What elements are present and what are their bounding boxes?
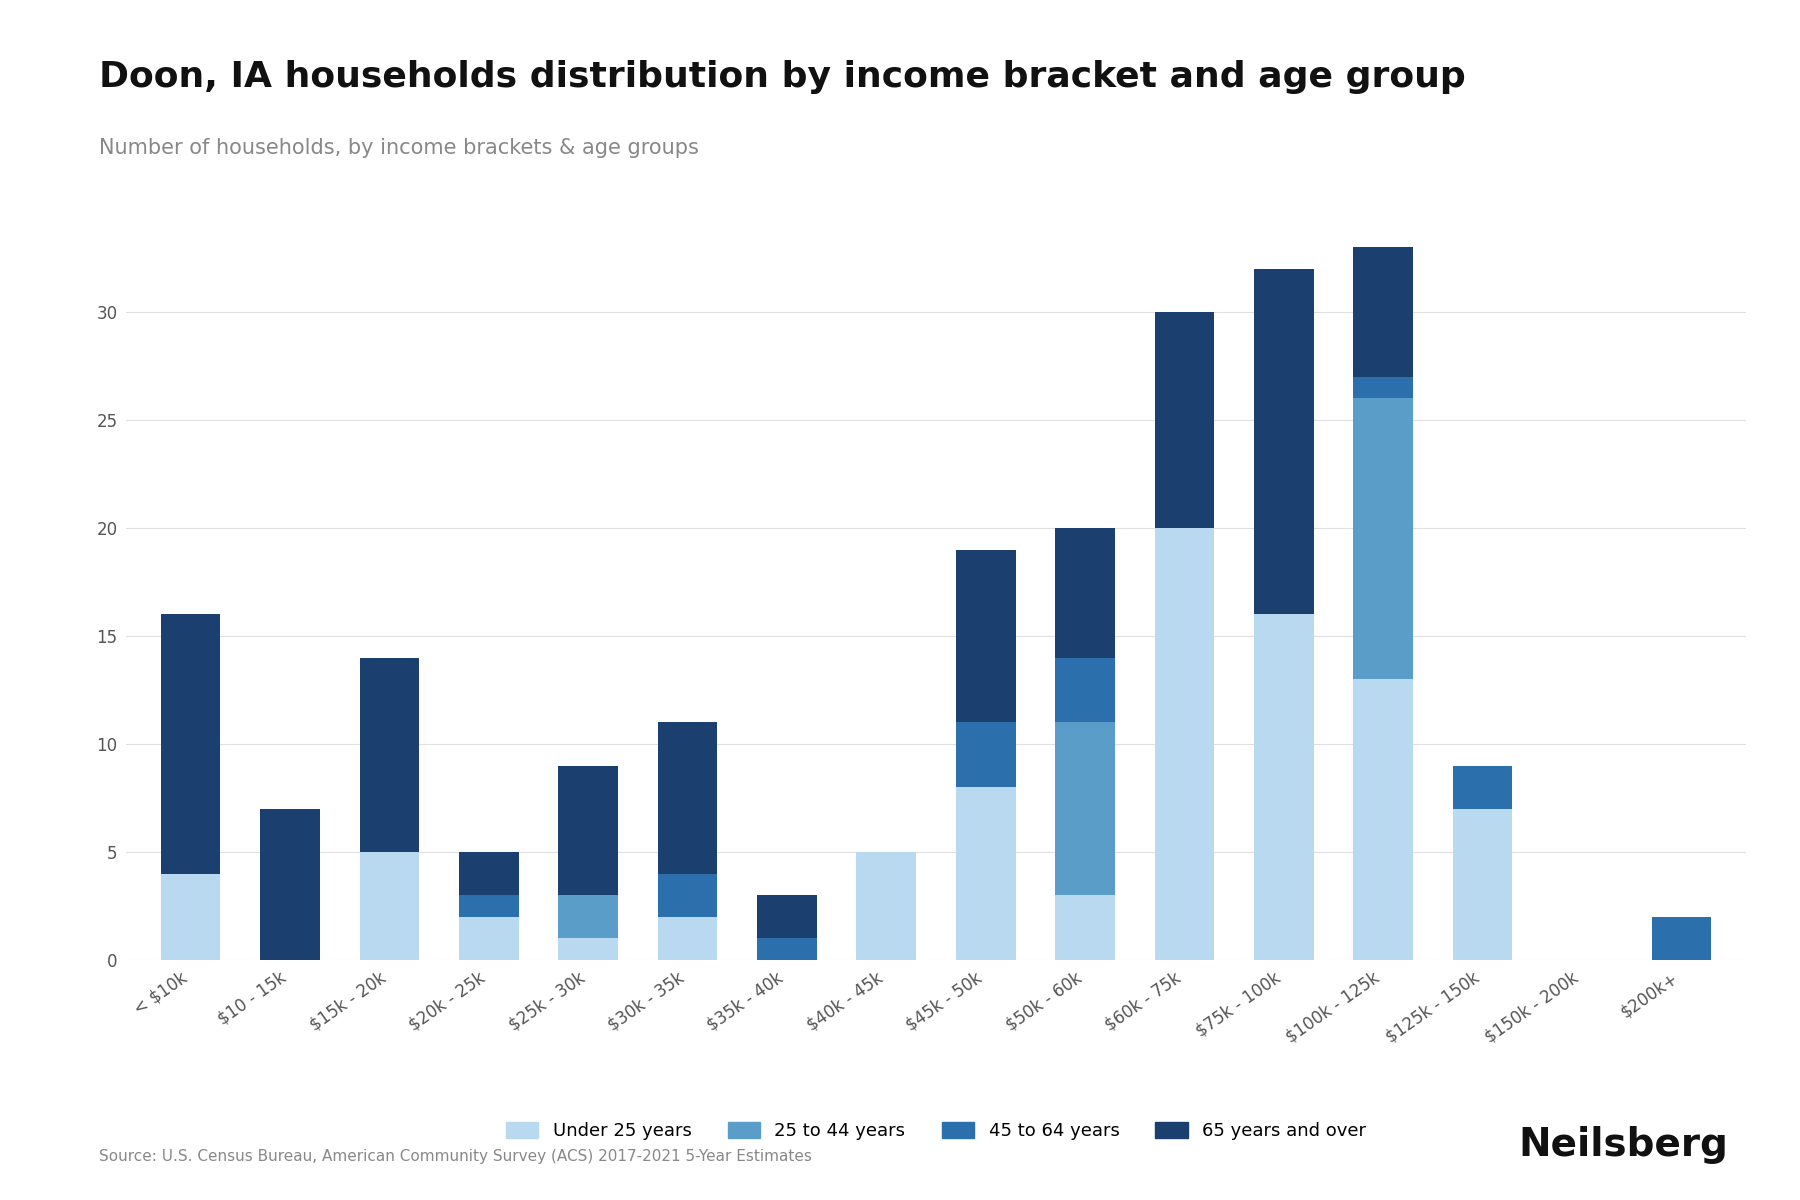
Bar	[956, 722, 1015, 787]
Bar	[1354, 398, 1413, 679]
Bar	[558, 895, 617, 938]
Bar	[1354, 377, 1413, 398]
Bar	[657, 874, 718, 917]
Text: Source: U.S. Census Bureau, American Community Survey (ACS) 2017-2021 5-Year Est: Source: U.S. Census Bureau, American Com…	[99, 1150, 812, 1164]
Bar	[758, 938, 817, 960]
Bar	[1154, 312, 1215, 528]
Text: Neilsberg: Neilsberg	[1517, 1126, 1728, 1164]
Bar	[956, 787, 1015, 960]
Bar	[261, 809, 320, 960]
Bar	[558, 766, 617, 895]
Bar	[160, 874, 220, 960]
Bar	[956, 550, 1015, 722]
Bar	[1055, 895, 1114, 960]
Text: Doon, IA households distribution by income bracket and age group: Doon, IA households distribution by inco…	[99, 60, 1465, 94]
Bar	[1154, 528, 1215, 960]
Bar	[459, 917, 518, 960]
Bar	[459, 852, 518, 895]
Bar	[657, 722, 718, 874]
Legend: Under 25 years, 25 to 44 years, 45 to 64 years, 65 years and over: Under 25 years, 25 to 44 years, 45 to 64…	[499, 1115, 1373, 1147]
Bar	[1055, 722, 1114, 895]
Bar	[1055, 528, 1114, 658]
Bar	[657, 917, 718, 960]
Bar	[459, 895, 518, 917]
Bar	[1453, 766, 1512, 809]
Bar	[558, 938, 617, 960]
Text: Number of households, by income brackets & age groups: Number of households, by income brackets…	[99, 138, 698, 158]
Bar	[857, 852, 916, 960]
Bar	[1354, 679, 1413, 960]
Bar	[1055, 658, 1114, 722]
Bar	[360, 658, 419, 852]
Bar	[1453, 809, 1512, 960]
Bar	[360, 852, 419, 960]
Bar	[160, 614, 220, 874]
Bar	[1255, 614, 1314, 960]
Bar	[758, 895, 817, 938]
Bar	[1652, 917, 1712, 960]
Bar	[1255, 269, 1314, 614]
Bar	[1354, 247, 1413, 377]
